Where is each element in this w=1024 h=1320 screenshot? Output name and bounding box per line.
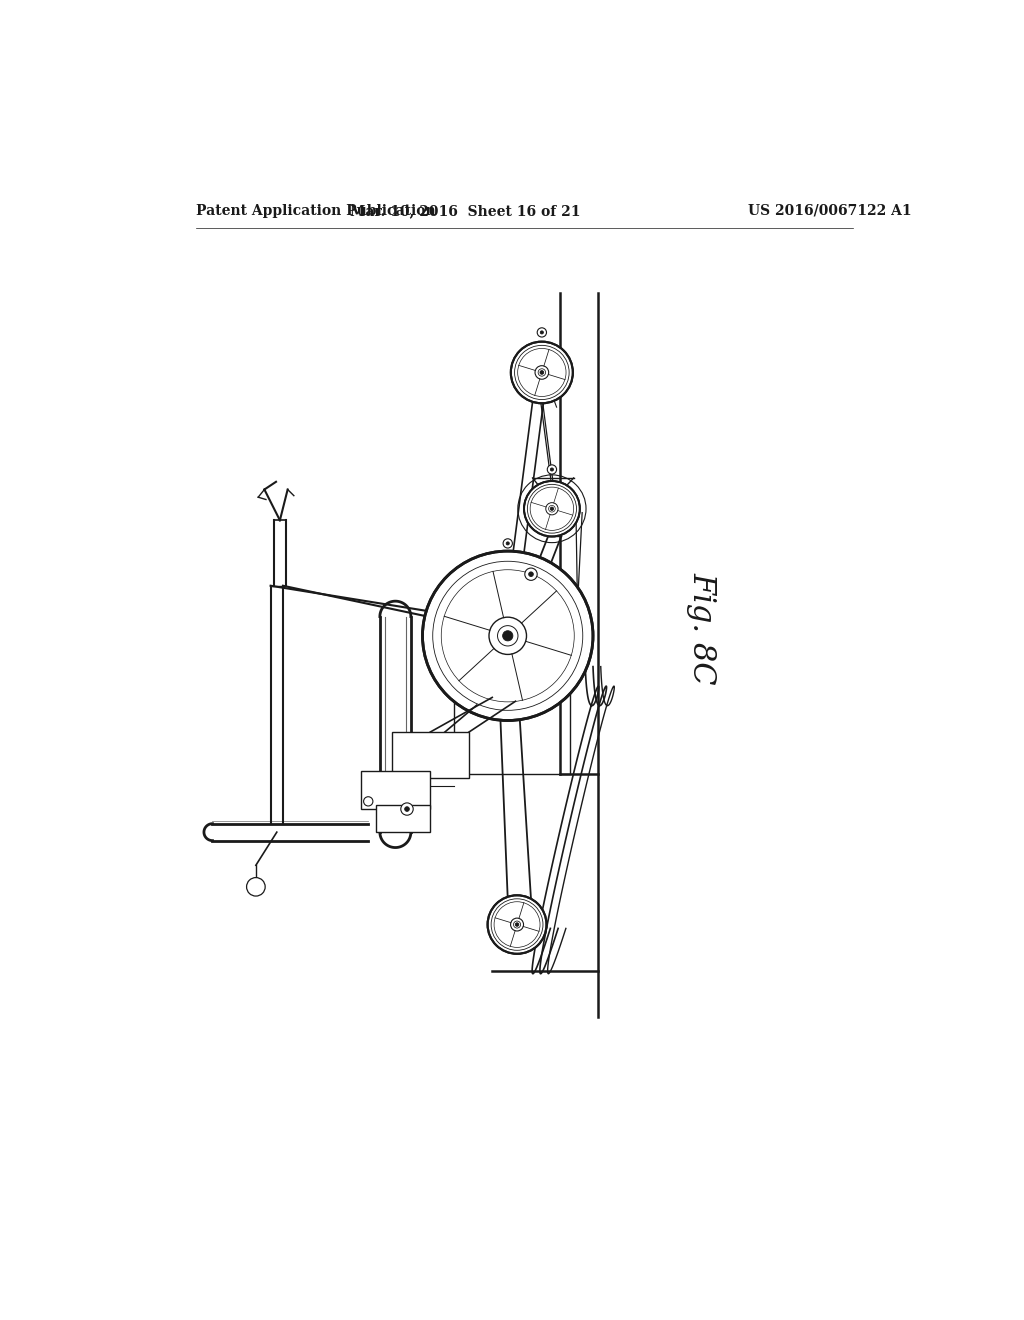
Circle shape [487,895,547,954]
FancyBboxPatch shape [360,771,430,809]
Circle shape [498,626,518,645]
Text: Patent Application Publication: Patent Application Publication [197,203,436,218]
Circle shape [549,506,555,512]
Circle shape [503,631,513,642]
Circle shape [539,368,546,376]
Circle shape [400,803,414,816]
Circle shape [550,507,554,511]
Circle shape [511,342,572,404]
Text: Fig. 8C: Fig. 8C [686,572,717,684]
Text: US 2016/0067122 A1: US 2016/0067122 A1 [748,203,911,218]
Polygon shape [503,372,547,636]
Circle shape [423,552,593,721]
Circle shape [528,572,534,577]
Circle shape [404,807,410,812]
Circle shape [503,539,512,548]
Circle shape [547,465,557,474]
Circle shape [515,923,519,927]
Circle shape [364,797,373,807]
FancyBboxPatch shape [391,733,469,779]
FancyBboxPatch shape [376,805,430,832]
Circle shape [513,921,520,928]
Circle shape [541,331,544,334]
Circle shape [524,480,580,536]
Circle shape [524,568,538,581]
Circle shape [247,878,265,896]
Circle shape [540,371,544,375]
Circle shape [506,543,509,545]
Circle shape [538,327,547,337]
Circle shape [550,469,554,471]
Text: Mar. 10, 2016  Sheet 16 of 21: Mar. 10, 2016 Sheet 16 of 21 [350,203,581,218]
